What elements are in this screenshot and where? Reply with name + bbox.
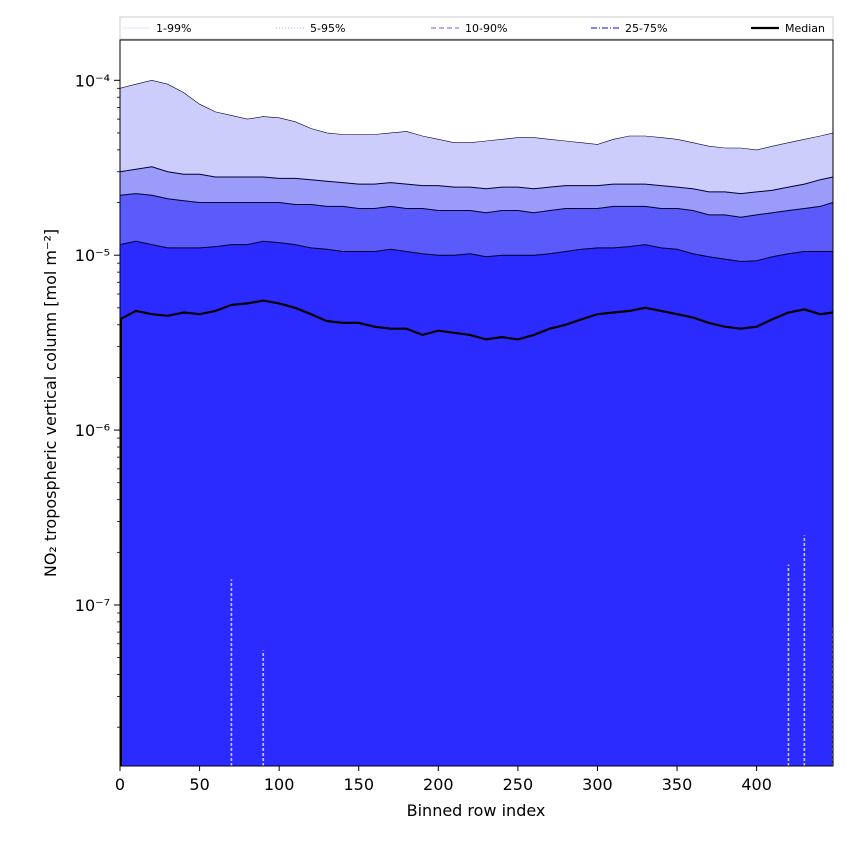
legend-label: 1-99% — [156, 22, 191, 35]
y-axis-label: NO₂ tropospheric vertical column [mol m⁻… — [41, 229, 60, 577]
y-axis: 10⁻⁷ 10⁻⁶ 10⁻⁵ 10⁻⁴ — [75, 71, 120, 728]
x-tick-label: 300 — [582, 775, 613, 794]
y-tick-label: 10⁻⁶ — [75, 421, 110, 440]
x-tick-label: 400 — [741, 775, 772, 794]
band-edge-10-90% — [119, 193, 834, 218]
legend-label: Median — [785, 22, 825, 35]
x-tick-label: 200 — [423, 775, 454, 794]
legend-box — [119, 16, 834, 40]
x-axis-label: Binned row index — [407, 801, 546, 820]
x-tick-label: 50 — [189, 775, 209, 794]
x-axis: 0 50 100 150 200 250 300 350 400 — [115, 766, 772, 794]
y-tick-label: 10⁻⁷ — [75, 596, 110, 615]
legend-label: 25-75% — [625, 22, 667, 35]
legend: 1-99% 5-95% 10-90% 25-75% Median — [119, 16, 834, 40]
x-tick-label: 0 — [115, 775, 125, 794]
plot-frame — [119, 39, 834, 767]
y-tick-label: 10⁻⁴ — [75, 71, 110, 90]
x-tick-label: 150 — [343, 775, 374, 794]
median-line — [119, 299, 834, 341]
band-edge-25-75% — [119, 240, 833, 263]
band-edge-5-95% — [119, 166, 834, 195]
band-25-75% — [120, 241, 833, 767]
x-tick-label: 350 — [662, 775, 693, 794]
legend-label: 10-90% — [465, 22, 507, 35]
x-tick-label: 100 — [264, 775, 295, 794]
band-edge-1-99% — [119, 79, 834, 151]
plot-area — [119, 79, 834, 767]
legend-label: 5-95% — [310, 22, 345, 35]
x-tick-label: 250 — [503, 775, 534, 794]
y-tick-label: 10⁻⁵ — [75, 246, 110, 265]
